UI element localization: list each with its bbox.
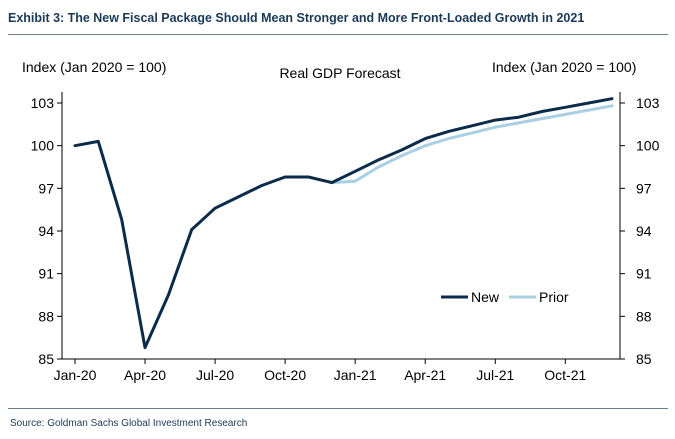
x-tick-label: Oct-20	[264, 367, 306, 383]
title-divider	[8, 34, 668, 35]
y-tick-label-right: 100	[636, 138, 660, 154]
y-tick-label-right: 85	[636, 351, 652, 367]
y-tick-label-left: 94	[38, 223, 54, 239]
y-tick-label-right: 91	[636, 266, 652, 282]
series-line-prior	[330, 104, 614, 185]
right-axis-label: Index (Jan 2020 = 100)	[492, 59, 636, 75]
source-note: Source: Goldman Sachs Global Investment …	[10, 418, 248, 429]
footer-divider	[8, 408, 668, 409]
y-tick-label-right: 94	[636, 223, 652, 239]
x-tick-label: Jul-21	[476, 367, 514, 383]
exhibit-title: Exhibit 3: The New Fiscal Package Should…	[8, 10, 585, 25]
y-tick-label-left: 85	[38, 351, 54, 367]
chart-legend: New Prior	[441, 289, 569, 305]
chart-series	[73, 97, 614, 350]
x-tick-label: Apr-21	[404, 367, 446, 383]
legend-label-prior: Prior	[539, 289, 569, 305]
y-tick-label-left: 88	[38, 308, 54, 324]
series-line-new	[73, 97, 614, 350]
chart-axes: 85 85 88 88 91 91 94 94 97 97 100 100 103 103 Jan-20 Ap…	[31, 92, 660, 383]
x-tick-label: Jul-20	[196, 367, 234, 383]
y-tick-label-left: 97	[38, 180, 54, 196]
x-tick-label: Oct-21	[544, 367, 586, 383]
left-axis-label: Index (Jan 2020 = 100)	[22, 59, 166, 75]
y-tick-label-right: 88	[636, 308, 652, 324]
legend-label-new: New	[471, 289, 500, 305]
y-tick-label-left: 100	[31, 138, 55, 154]
y-tick-label-right: 103	[636, 95, 660, 111]
y-tick-label-right: 97	[636, 180, 652, 196]
y-tick-label-left: 91	[38, 266, 54, 282]
x-tick-label: Jan-20	[54, 367, 97, 383]
x-tick-label: Jan-21	[334, 367, 377, 383]
chart-title: Real GDP Forecast	[279, 65, 400, 81]
x-tick-label: Apr-20	[124, 367, 166, 383]
y-tick-label-left: 103	[31, 95, 55, 111]
